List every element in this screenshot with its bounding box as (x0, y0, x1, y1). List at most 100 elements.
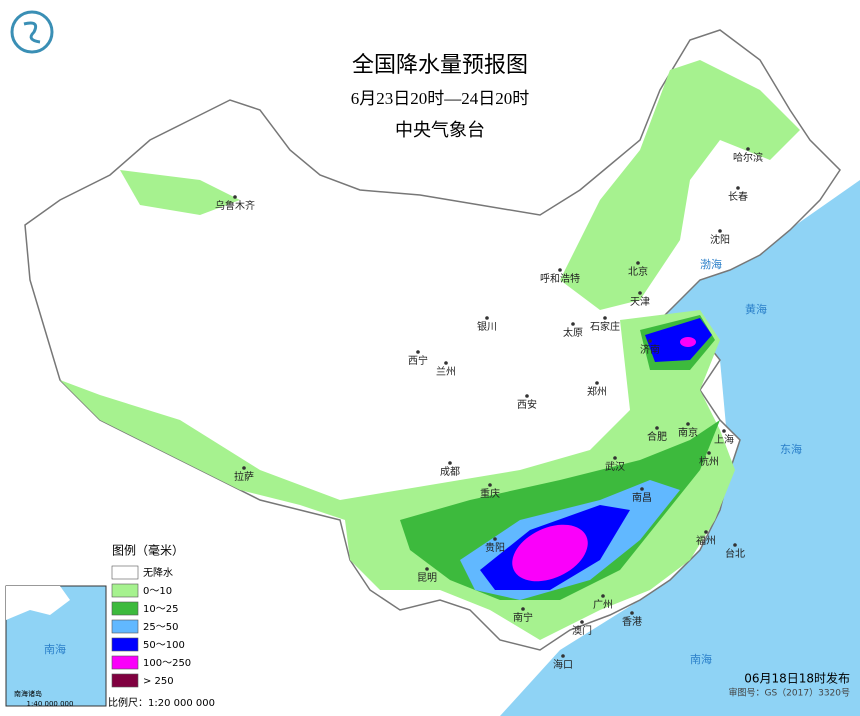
inset-label: 南海诸岛 (14, 689, 42, 698)
map-scale: 比例尺：1:20 000 000 (108, 696, 215, 709)
city-label: 武汉 (605, 460, 625, 473)
city-label: 南京 (678, 426, 698, 439)
rain-area (512, 524, 588, 582)
legend-label: 25～50 (143, 622, 178, 633)
legend-label: 0～10 (143, 586, 172, 597)
city-dot (601, 594, 605, 598)
legend-swatch (111, 673, 139, 688)
city-dot (242, 466, 246, 470)
city-dot (707, 451, 711, 455)
city-dot (603, 316, 607, 320)
city-label: 南昌 (632, 491, 652, 504)
city-label: 西安 (517, 398, 537, 411)
city-label: 乌鲁木齐 (215, 199, 255, 212)
city-label: 太原 (563, 326, 583, 339)
city-dot (640, 487, 644, 491)
city-dot (571, 322, 575, 326)
city-label: 贵阳 (485, 541, 505, 554)
agency: 中央气象台 (395, 120, 485, 141)
city-dot (733, 543, 737, 547)
city-dot (736, 186, 740, 190)
legend: 无降水 0～10 10～25 25～50 50～100 100～250 > 250 (111, 565, 191, 688)
city-label: 台北 (725, 547, 745, 560)
city-dot (561, 654, 565, 658)
city-dot (655, 426, 659, 430)
city-label: 沈阳 (710, 233, 730, 246)
sea (500, 180, 860, 716)
city-dot (521, 607, 525, 611)
legend-swatch (111, 583, 139, 598)
city-label: 拉萨 (234, 470, 254, 483)
legend-swatch (111, 619, 139, 634)
city-label: 天津 (630, 296, 650, 308)
rain-area (120, 170, 240, 215)
city-label: 上海 (714, 433, 734, 446)
city-label: 银川 (477, 320, 497, 333)
legend-label: 10～25 (143, 604, 178, 615)
rain-area (645, 318, 712, 362)
legend-swatch (111, 601, 139, 616)
rain-area (680, 337, 696, 347)
city-dot (630, 611, 634, 615)
city-dot (704, 530, 708, 534)
inset-land (6, 586, 70, 620)
city-label: 呼和浩特 (540, 273, 580, 285)
city-dot (493, 537, 497, 541)
city-dot (648, 339, 652, 343)
city-label: 杭州 (699, 455, 719, 468)
city-dot (448, 461, 452, 465)
city-dot (425, 567, 429, 571)
city-label: 石家庄 (590, 320, 620, 333)
city-dot (558, 268, 562, 272)
city-label: 重庆 (480, 487, 500, 500)
city-label: 济南 (640, 343, 660, 356)
legend-label: > 250 (143, 676, 174, 687)
city-label: 合肥 (647, 430, 667, 443)
city-label: 广州 (593, 599, 613, 611)
legend-swatch (111, 637, 139, 652)
city-dot (722, 429, 726, 433)
city-label: 昆明 (417, 572, 437, 584)
city-label: 西宁 (408, 354, 428, 367)
city-dot (686, 422, 690, 426)
legend-label: 无降水 (143, 566, 173, 579)
city-dot (580, 620, 584, 624)
inset: 南海 南海诸岛 1:40 000 000 (5, 585, 107, 708)
city-label: 福州 (696, 534, 716, 547)
city-dot (525, 394, 529, 398)
legend-title: 图例（毫米） (112, 543, 184, 558)
city-dot (746, 147, 750, 151)
city-dot (636, 261, 640, 265)
inset-label: 南海 (44, 642, 66, 656)
city-dot (416, 350, 420, 354)
city-label: 海口 (553, 658, 573, 671)
logo (10, 10, 54, 54)
city-label: 成都 (440, 466, 460, 478)
city-dot (718, 229, 722, 233)
inset-scale: 1:40 000 000 (27, 700, 74, 708)
sea-label: 东海 (780, 442, 802, 456)
legend-label: 100～250 (143, 658, 191, 669)
city-label: 郑州 (587, 385, 607, 398)
sea-label: 渤海 (700, 257, 722, 271)
map-title: 全国降水量预报图 (352, 53, 528, 78)
review-number: 审图号：GS（2017）3320号 (729, 687, 851, 699)
city-dot (444, 361, 448, 365)
city-label: 哈尔滨 (733, 151, 763, 164)
city-label: 南宁 (513, 611, 533, 624)
sea-label: 南海 (690, 652, 712, 666)
sea-label: 黄海 (745, 302, 767, 316)
map-subtitle: 6月23日20时—24日20时 (351, 89, 530, 108)
issued: 06月18日18时发布 (744, 671, 850, 686)
logo-mark (23, 21, 41, 44)
city-dot (595, 381, 599, 385)
precip-areas (60, 60, 800, 640)
legend-swatch (111, 565, 139, 580)
city-label: 兰州 (436, 365, 456, 378)
city-label: 香港 (622, 616, 642, 628)
city-label: 北京 (628, 265, 648, 278)
city-label: 长春 (728, 191, 748, 203)
city-dot (488, 483, 492, 487)
